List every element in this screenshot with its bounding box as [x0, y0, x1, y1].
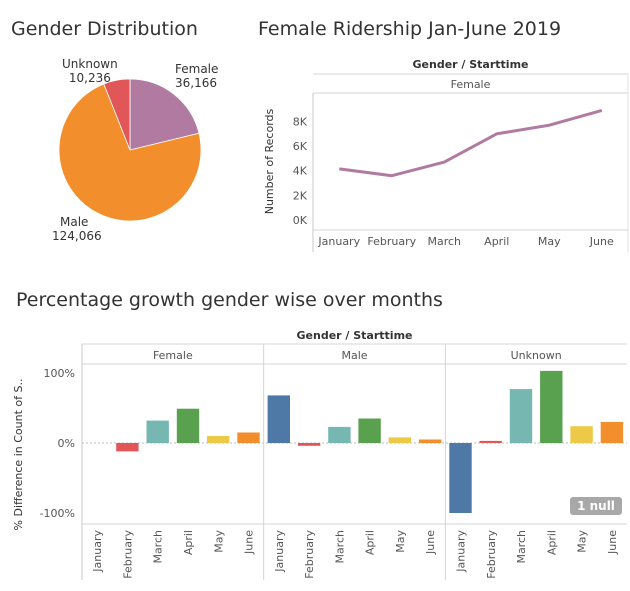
line-y-axis-label: Number of Records — [263, 108, 276, 214]
growth-bar-female-february[interactable] — [116, 443, 139, 452]
growth-x-tick-label: April — [545, 530, 558, 555]
pie-label-female-value: 36,166 — [175, 76, 217, 90]
growth-bar-male-may[interactable] — [388, 437, 412, 443]
line-y-tick-label: 0K — [293, 214, 308, 227]
growth-x-tick-label: January — [91, 530, 104, 573]
growth-x-tick-label: June — [424, 530, 437, 555]
pie-label-male: Male 124,066 — [52, 215, 102, 243]
line-y-tick-label: 4K — [293, 165, 308, 178]
growth-y-tick-label: -100% — [40, 507, 75, 520]
growth-x-tick-label: May — [212, 530, 225, 553]
growth-y-tick-label: 100% — [44, 367, 75, 380]
growth-x-tick-label: April — [364, 530, 377, 555]
growth-bar-unknown-april[interactable] — [540, 370, 563, 443]
line-x-tick-label: May — [538, 235, 561, 248]
growth-panel-label-unknown: Unknown — [511, 349, 562, 362]
growth-bar-female-june[interactable] — [237, 432, 260, 444]
line-title: Female Ridership Jan-June 2019 — [258, 18, 562, 40]
growth-x-tick-label: March — [152, 530, 165, 564]
growth-x-tick-label: February — [485, 530, 498, 579]
growth-bar-male-june[interactable] — [419, 439, 442, 444]
line-x-tick-label: January — [317, 235, 360, 248]
pie-label-female: Female 36,166 — [175, 62, 218, 90]
growth-x-tick-label: May — [576, 530, 589, 553]
growth-bar-female-march[interactable] — [146, 420, 169, 443]
line-series-female[interactable] — [339, 108, 603, 178]
growth-x-tick-label: February — [121, 530, 134, 579]
growth-x-tick-label: April — [182, 530, 195, 555]
growth-y-tick-label: 0% — [58, 437, 75, 450]
growth-bar-unknown-may[interactable] — [570, 426, 593, 443]
growth-bar-female-april[interactable] — [176, 408, 200, 443]
line-y-tick-label: 2K — [293, 189, 308, 202]
growth-title: Percentage growth gender wise over month… — [16, 289, 443, 311]
pie-slice-male[interactable] — [58, 83, 202, 222]
growth-bar-male-march[interactable] — [328, 426, 351, 443]
line-y-tick-label: 6K — [293, 140, 308, 153]
growth-x-tick-label: February — [303, 530, 316, 579]
line-x-tick-label: June — [589, 235, 614, 248]
growth-bar-female-may[interactable] — [207, 436, 230, 443]
growth-bar-male-february[interactable] — [297, 443, 321, 446]
growth-bar-unknown-january[interactable] — [449, 443, 472, 513]
growth-x-tick-label: March — [515, 530, 528, 564]
line-x-tick-label: February — [367, 235, 416, 248]
growth-bar-male-april[interactable] — [358, 418, 381, 444]
growth-bar-unknown-june[interactable] — [600, 422, 624, 443]
growth-x-tick-label: March — [333, 530, 346, 564]
growth-x-tick-label: May — [394, 530, 407, 553]
line-chart: Gender / Starttime Female 0K 2K 4K 6K 8K Number… — [263, 58, 629, 252]
pie-label-male-value: 124,066 — [52, 229, 102, 243]
pie-label-female-name: Female — [175, 62, 219, 76]
null-badge[interactable] — [570, 497, 622, 515]
line-x-tick-label: March — [427, 235, 461, 248]
line-x-tick-label: April — [484, 235, 509, 248]
growth-y-axis-label: % Difference in Count of S.. — [12, 379, 25, 531]
pie-title: Gender Distribution — [11, 18, 198, 40]
growth-panel-label-male: Male — [341, 349, 367, 362]
growth-header: Gender / Starttime — [297, 329, 413, 342]
pie-chart — [58, 78, 202, 222]
growth-x-tick-label: January — [455, 530, 468, 573]
growth-x-tick-label: June — [606, 530, 619, 555]
growth-bar-unknown-february[interactable] — [479, 440, 502, 443]
pie-slice-unknown[interactable] — [103, 78, 131, 151]
growth-x-tick-label: June — [243, 530, 256, 555]
pie-label-male-name: Male — [60, 215, 89, 229]
growth-bar-male-january[interactable] — [267, 395, 290, 443]
growth-bar-unknown-march[interactable] — [509, 389, 533, 443]
growth-chart: Gender / Starttime 100% 0% -100% % Differenc… — [12, 329, 627, 580]
line-panel-label: Female — [451, 78, 491, 91]
null-badge-label: 1 null — [577, 499, 615, 513]
pie-label-unknown-name: Unknown — [62, 57, 118, 71]
pie-slice-female[interactable] — [129, 78, 200, 151]
line-header: Gender / Starttime — [413, 58, 529, 71]
pie-label-unknown-value: 10,236 — [68, 71, 111, 85]
growth-panel-label-female: Female — [153, 349, 193, 362]
growth-x-tick-label: January — [273, 530, 286, 573]
line-y-tick-label: 8K — [293, 115, 308, 128]
pie-label-unknown: Unknown 10,236 — [62, 57, 118, 85]
